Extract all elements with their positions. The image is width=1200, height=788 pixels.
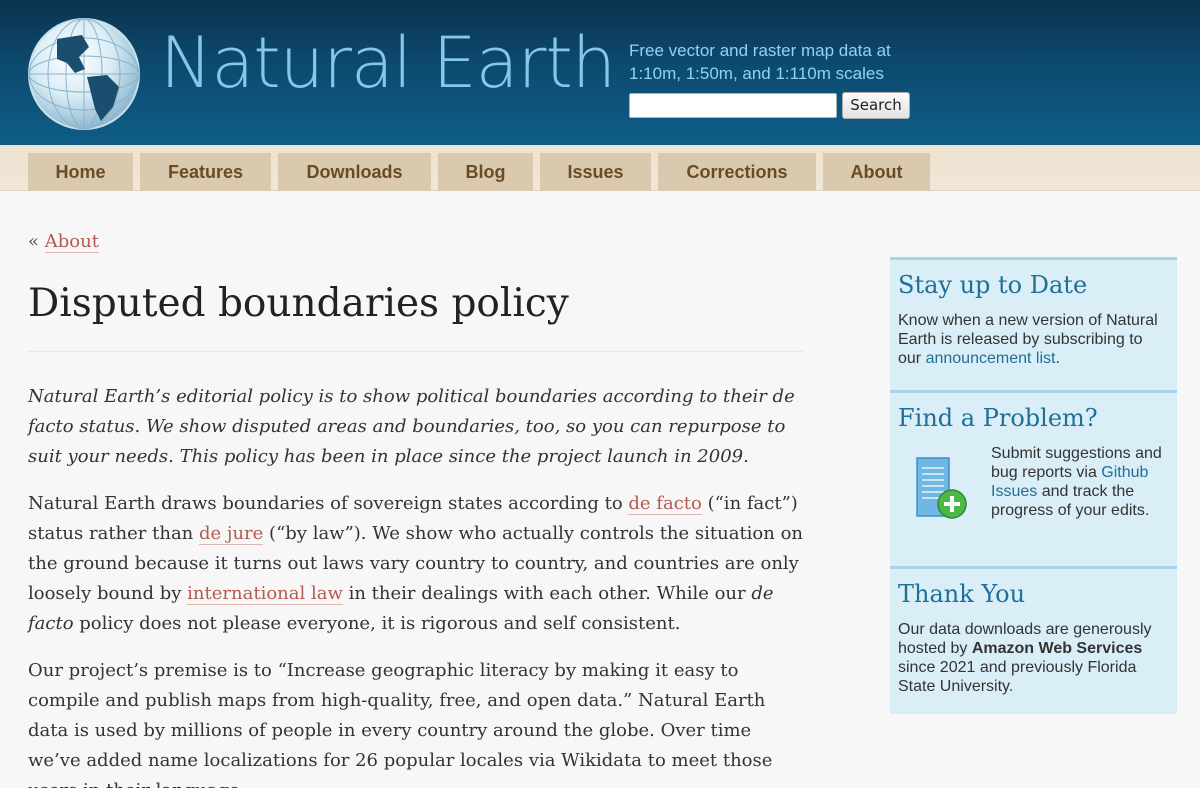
nav-blog[interactable]: Blog	[438, 153, 533, 191]
site-header: Natural Earth Free vector and raster map…	[0, 0, 1200, 145]
nav-features[interactable]: Features	[140, 153, 271, 191]
search-input[interactable]	[629, 93, 837, 118]
nav-issues[interactable]: Issues	[540, 153, 651, 191]
intro-paragraph: Natural Earth’s editorial policy is to s…	[28, 386, 795, 467]
paragraph-boundaries: Natural Earth draws boundaries of sovere…	[28, 493, 804, 634]
document-add-icon	[916, 457, 967, 519]
announcement-list-link[interactable]: announcement list	[925, 350, 1056, 367]
nav-corrections[interactable]: Corrections	[658, 153, 816, 191]
widget-thank-you: Thank You Our data downloads are generou…	[890, 566, 1177, 714]
breadcrumb-about-link[interactable]: About	[44, 231, 99, 253]
search-button[interactable]: Search	[842, 92, 910, 119]
international-law-link[interactable]: international law	[187, 583, 343, 605]
widget-title: Stay up to Date	[898, 271, 1088, 299]
nav-home[interactable]: Home	[28, 153, 133, 191]
de-jure-link[interactable]: de jure	[199, 523, 264, 545]
title-divider	[28, 351, 803, 352]
widget-stay-up-to-date: Stay up to Date Know when a new version …	[890, 257, 1177, 390]
sidebar: Stay up to Date Know when a new version …	[890, 257, 1177, 714]
nav-downloads[interactable]: Downloads	[278, 153, 431, 191]
page-title: Disputed boundaries policy	[28, 281, 569, 326]
nav-about[interactable]: About	[823, 153, 930, 191]
github-issues-link[interactable]: Github Issues	[991, 464, 1149, 500]
widget-title: Find a Problem?	[898, 404, 1098, 432]
site-tagline: Free vector and raster map data at 1:10m…	[629, 41, 891, 83]
globe-logo-icon[interactable]	[27, 17, 141, 131]
paragraph-premise: Our project’s premise is to “Increase ge…	[28, 660, 773, 788]
widget-find-a-problem: Find a Problem? Submit suggestions and b…	[890, 390, 1177, 566]
main-nav: Home Features Downloads Blog Issues Corr…	[0, 145, 1200, 191]
widget-title: Thank You	[898, 580, 1026, 608]
article-body: Natural Earth’s editorial policy is to s…	[28, 382, 808, 788]
breadcrumb: « About	[28, 231, 99, 253]
site-logo-text[interactable]: Natural Earth	[160, 22, 616, 104]
de-facto-link[interactable]: de facto	[628, 493, 702, 515]
